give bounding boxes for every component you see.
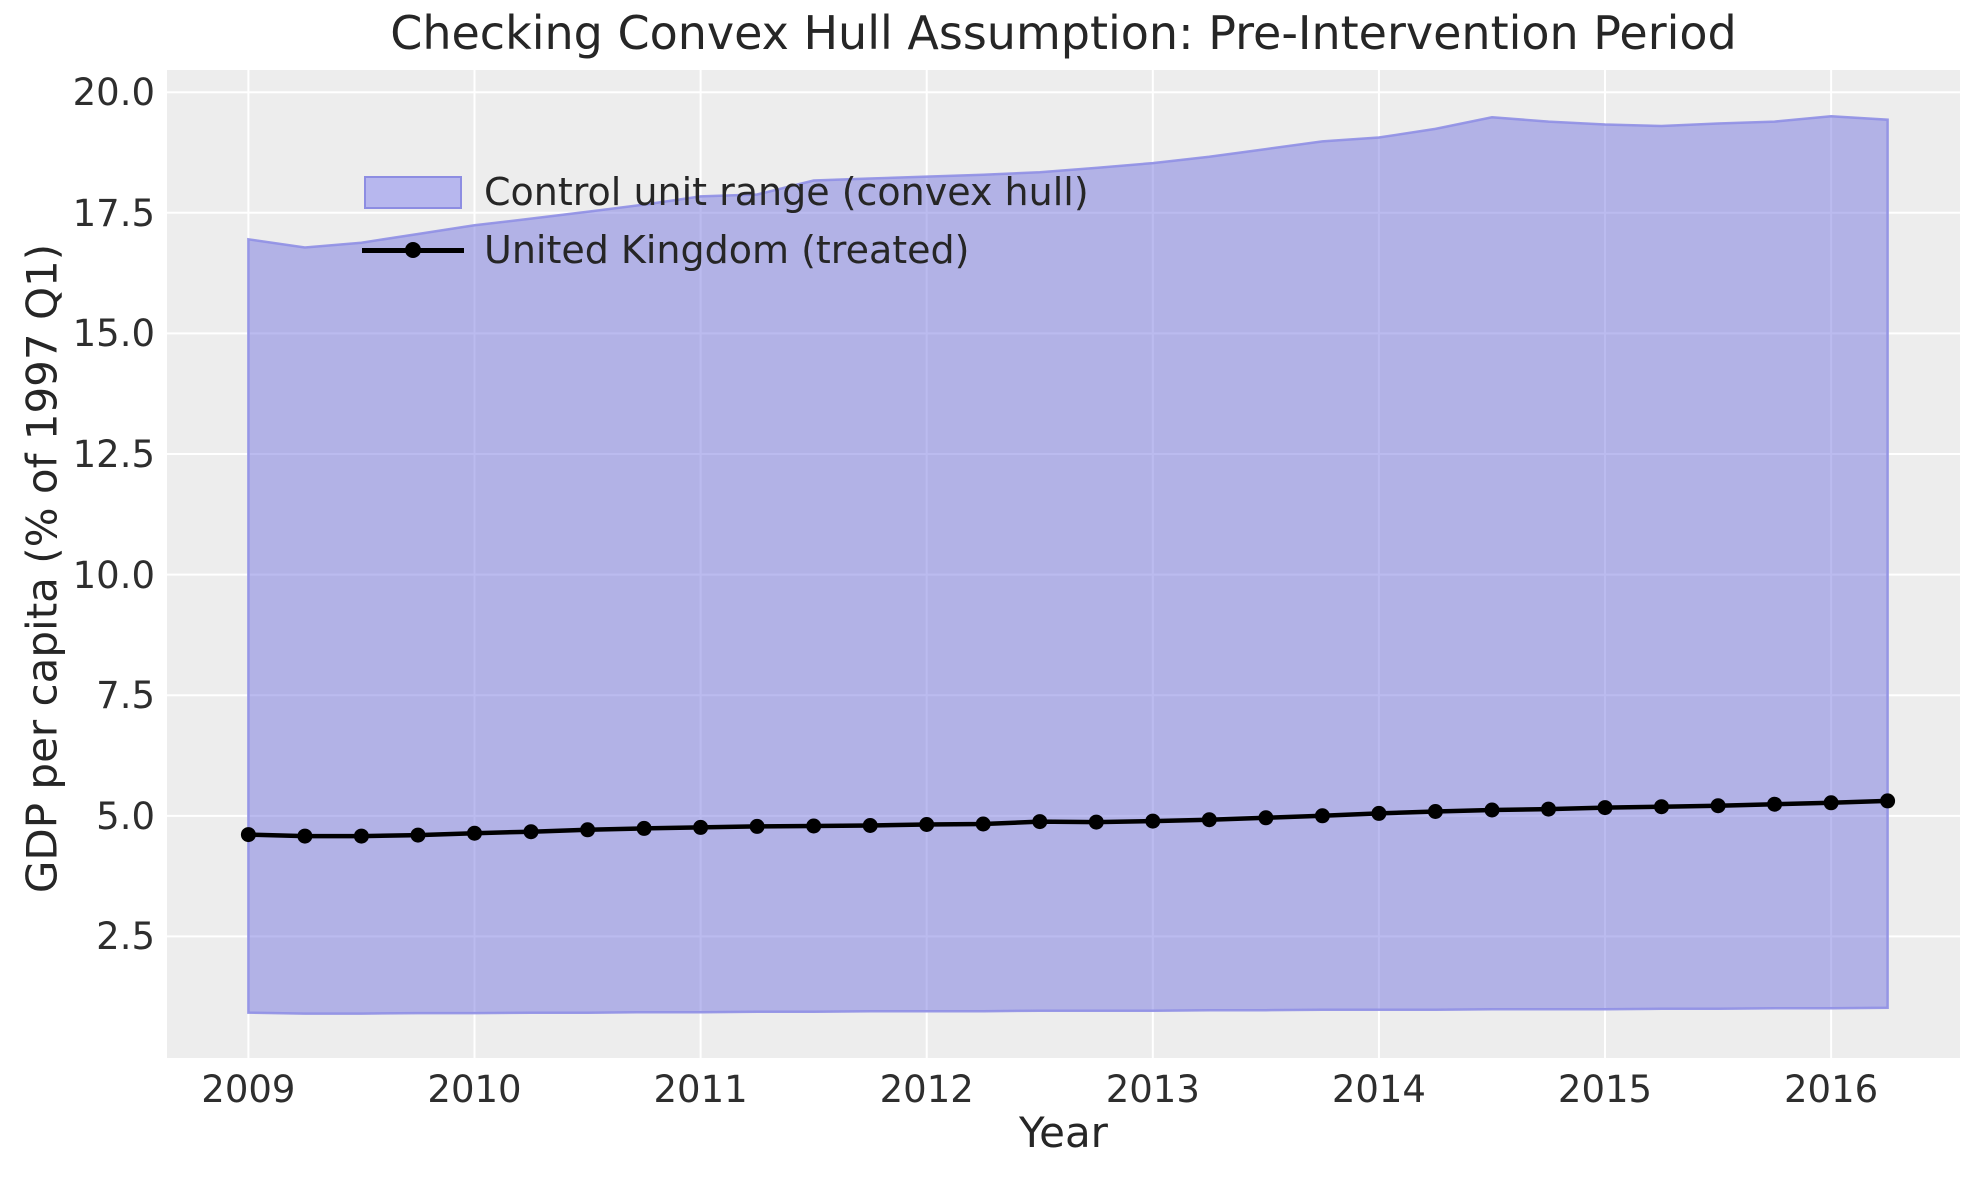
uk-line-marker <box>919 817 935 832</box>
uk-line-marker <box>1710 798 1726 814</box>
control-range-band <box>247 115 1889 1015</box>
uk-line-marker <box>523 824 539 840</box>
uk-line-marker <box>297 828 313 844</box>
y-tick-label: 20.0 <box>72 71 155 115</box>
uk-line-marker <box>1314 808 1330 824</box>
uk-line-marker <box>862 818 878 833</box>
uk-line-marker <box>1484 802 1500 818</box>
x-tick-label: 2012 <box>879 1068 974 1111</box>
uk-line-marker <box>1201 812 1217 828</box>
uk-line-marker <box>975 816 991 832</box>
x-tick-label: 2011 <box>653 1068 748 1111</box>
y-axis-label: GDP per capita (% of 1997 Q1) <box>17 243 67 894</box>
y-tick-label: 2.5 <box>96 915 155 959</box>
uk-line-marker <box>1371 805 1387 821</box>
x-tick-label: 2014 <box>1331 1068 1426 1111</box>
uk-line-marker <box>1032 814 1048 830</box>
y-tick-label: 5.0 <box>96 794 155 838</box>
uk-line-marker <box>1258 810 1274 826</box>
uk-line-marker <box>467 825 482 841</box>
uk-line-marker <box>806 818 822 834</box>
uk-line-marker <box>636 820 652 836</box>
uk-line-marker <box>1088 814 1104 830</box>
x-tick-label: 2009 <box>201 1068 296 1111</box>
uk-line-marker <box>1145 813 1161 829</box>
uk-line <box>248 798 1888 839</box>
uk-line-marker <box>1427 804 1443 819</box>
x-axis-label: Year <box>1019 1108 1108 1157</box>
line-marker-icon <box>362 242 464 258</box>
band-swatch-icon <box>364 175 462 209</box>
uk-line-marker <box>1767 796 1783 812</box>
uk-line-marker <box>1654 799 1669 815</box>
legend-item-united-kingdom: United Kingdom (treated) <box>362 228 1089 272</box>
legend: Control unit range (convex hull) United … <box>362 170 1089 286</box>
uk-line-marker <box>1880 793 1896 809</box>
x-tick-label: 2015 <box>1557 1068 1653 1111</box>
y-tick-label: 17.5 <box>72 191 155 235</box>
uk-line-marker <box>240 827 256 843</box>
uk-line-marker <box>353 828 369 844</box>
y-tick-label: 12.5 <box>72 433 155 476</box>
x-tick-label: 2016 <box>1784 1068 1879 1111</box>
chart-title: Checking Convex Hull Assumption: Pre-Int… <box>390 6 1737 60</box>
x-tick-label: 2010 <box>427 1068 522 1111</box>
legend-label: United Kingdom (treated) <box>484 228 970 272</box>
uk-line-marker <box>1823 795 1839 811</box>
plot-area: Control unit range (convex hull) United … <box>167 70 1960 1058</box>
legend-label: Control unit range (convex hull) <box>484 170 1089 214</box>
uk-line-marker <box>410 827 426 843</box>
legend-item-control-range: Control unit range (convex hull) <box>362 170 1089 214</box>
chart-canvas <box>167 70 1960 1058</box>
uk-line-marker <box>580 822 596 838</box>
uk-line-marker <box>1541 801 1556 817</box>
y-tick-label: 7.5 <box>96 674 155 718</box>
uk-line-marker <box>749 818 765 834</box>
y-tick-label: 15.0 <box>72 312 155 356</box>
y-tick-label: 10.0 <box>72 553 155 597</box>
uk-line-marker <box>1597 800 1613 816</box>
x-tick-label: 2013 <box>1105 1068 1200 1111</box>
uk-line-marker <box>693 819 709 835</box>
